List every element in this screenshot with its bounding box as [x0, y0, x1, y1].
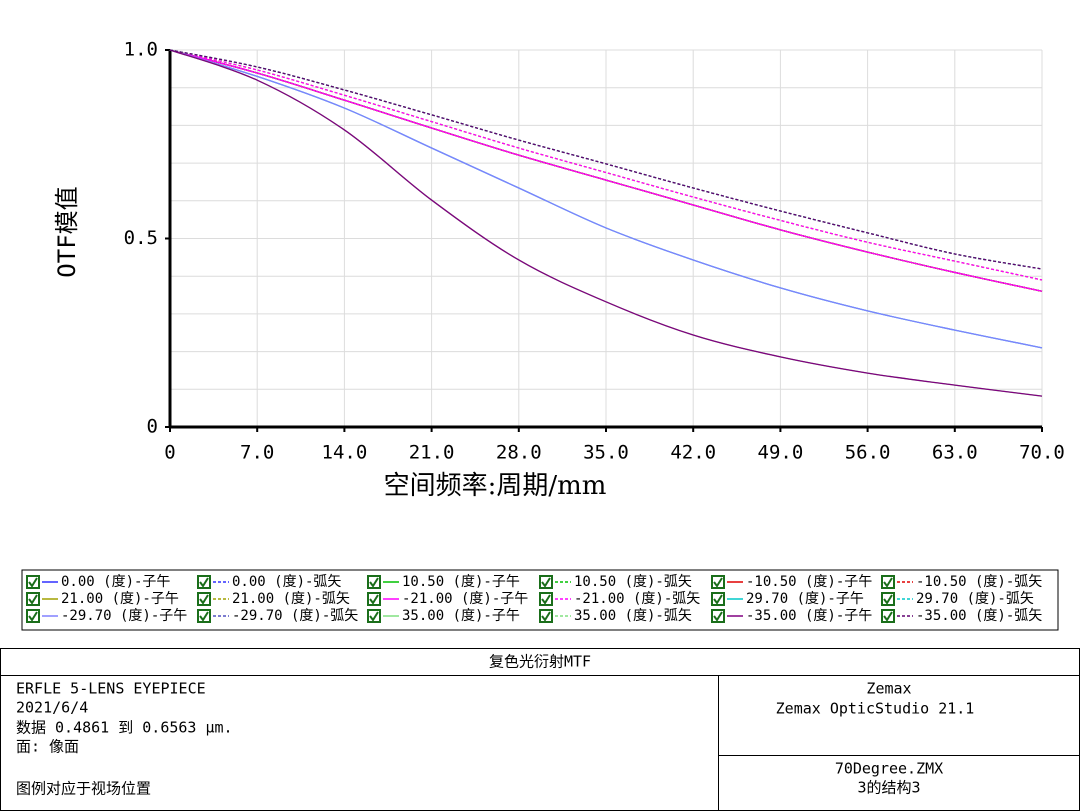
- x-tick-label: 42.0: [670, 442, 716, 464]
- legend-item[interactable]: 29.70 (度)-弧矢: [881, 591, 1034, 607]
- legend-check: [369, 594, 379, 605]
- legend-item[interactable]: 21.00 (度)-弧矢: [197, 591, 350, 607]
- legend-label: -29.70 (度)-子午: [61, 608, 187, 624]
- legend-label: -10.50 (度)-弧矢: [916, 574, 1042, 590]
- x-tick-label: 63.0: [932, 442, 978, 464]
- curve: [169, 49, 1043, 397]
- legend-item[interactable]: 0.00 (度)-弧矢: [197, 574, 341, 590]
- legend-item[interactable]: -29.70 (度)-子午: [26, 608, 187, 624]
- curve: [169, 49, 1043, 270]
- legend-label: -10.50 (度)-子午: [746, 574, 872, 590]
- legend-label: 21.00 (度)-子午: [61, 591, 179, 607]
- x-tick-label: 28.0: [496, 442, 542, 464]
- footer-company: Zemax OpticStudio 21.1: [776, 700, 975, 718]
- footer-info: ERFLE 5-LENS EYEPIECE: [16, 680, 206, 698]
- curve: [169, 49, 1043, 281]
- legend-item[interactable]: -21.00 (度)-子午: [367, 591, 528, 607]
- legend-label: -35.00 (度)-弧矢: [916, 608, 1042, 624]
- legend-label: 29.70 (度)-子午: [746, 591, 864, 607]
- legend-item[interactable]: -10.50 (度)-子午: [711, 574, 872, 590]
- footer-file: 70Degree.ZMX: [835, 760, 943, 778]
- legend-item[interactable]: -29.70 (度)-弧矢: [197, 608, 358, 624]
- x-tick-label: 14.0: [322, 442, 368, 464]
- legend-check: [541, 611, 551, 622]
- legend-item[interactable]: -35.00 (度)-子午: [711, 608, 872, 624]
- legend-item[interactable]: -35.00 (度)-弧矢: [881, 608, 1042, 624]
- footer-info: 2021/6/4: [16, 699, 88, 717]
- legend-check: [883, 594, 893, 605]
- x-tick-label: 0: [164, 442, 175, 464]
- footer-info: 数据 0.4861 到 0.6563 µm.: [16, 719, 233, 737]
- legend-label: 10.50 (度)-子午: [402, 574, 520, 590]
- legend-check: [713, 611, 723, 622]
- legend-box: [21, 569, 1059, 631]
- legend-item[interactable]: 10.50 (度)-弧矢: [539, 574, 692, 590]
- legend-item[interactable]: 0.00 (度)-子午: [26, 574, 170, 590]
- legend-check: [713, 577, 723, 588]
- legend-check: [369, 611, 379, 622]
- legend-check: [883, 611, 893, 622]
- legend-label: 10.50 (度)-弧矢: [574, 574, 692, 590]
- legend-label: -21.00 (度)-子午: [402, 591, 528, 607]
- legend-check: [199, 577, 209, 588]
- x-tick-label: 21.0: [409, 442, 455, 464]
- legend-label: 29.70 (度)-弧矢: [916, 591, 1034, 607]
- x-tick-label: 56.0: [845, 442, 891, 464]
- legend-label: 21.00 (度)-弧矢: [232, 591, 350, 607]
- legend-check: [28, 594, 38, 605]
- footer-company: Zemax: [866, 680, 911, 698]
- legend-label: 0.00 (度)-弧矢: [232, 574, 341, 590]
- curve: [169, 49, 1043, 292]
- legend-check: [541, 577, 551, 588]
- y-axis-title: OTF模值: [53, 186, 81, 277]
- legend-check: [883, 577, 893, 588]
- legend-label: 35.00 (度)-弧矢: [574, 608, 692, 624]
- legend-item[interactable]: -21.00 (度)-弧矢: [539, 591, 700, 607]
- y-tick-label: 0.5: [124, 227, 158, 249]
- legend-label: 0.00 (度)-子午: [61, 574, 170, 590]
- legend-label: 35.00 (度)-子午: [402, 608, 520, 624]
- legend-item[interactable]: 35.00 (度)-子午: [367, 608, 520, 624]
- legend-item[interactable]: 10.50 (度)-子午: [367, 574, 520, 590]
- y-tick-label: 0: [147, 416, 158, 438]
- legend-check: [199, 611, 209, 622]
- footer-title: 复色光衍射MTF: [489, 653, 591, 671]
- legend-item[interactable]: 35.00 (度)-弧矢: [539, 608, 692, 624]
- legend-item[interactable]: -10.50 (度)-弧矢: [881, 574, 1042, 590]
- legend-label: -21.00 (度)-弧矢: [574, 591, 700, 607]
- legend-check: [28, 611, 38, 622]
- legend-label: -35.00 (度)-子午: [746, 608, 872, 624]
- legend-item[interactable]: 21.00 (度)-子午: [26, 591, 179, 607]
- y-tick-label: 1.0: [124, 39, 158, 61]
- x-tick-label: 35.0: [583, 442, 629, 464]
- legend-item[interactable]: 29.70 (度)-子午: [711, 591, 864, 607]
- x-axis-title: 空间频率:周期/mm: [384, 471, 607, 501]
- footer-note: 图例对应于视场位置: [16, 780, 151, 798]
- x-tick-label: 7.0: [240, 442, 274, 464]
- legend-label: -29.70 (度)-弧矢: [232, 608, 358, 624]
- x-tick-label: 70.0: [1019, 442, 1065, 464]
- legend-check: [541, 594, 551, 605]
- legend-check: [28, 577, 38, 588]
- legend-check: [369, 577, 379, 588]
- x-tick-label: 49.0: [758, 442, 804, 464]
- legend-check: [199, 594, 209, 605]
- legend-check: [713, 594, 723, 605]
- curve: [169, 49, 1043, 349]
- footer-info: 面: 像面: [16, 738, 79, 756]
- footer-file: 3的结构3: [857, 779, 920, 797]
